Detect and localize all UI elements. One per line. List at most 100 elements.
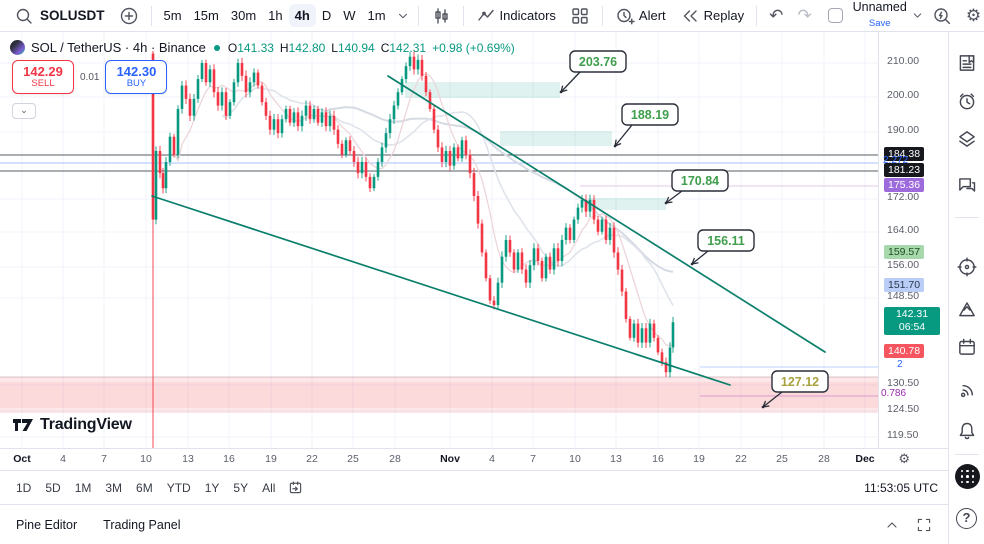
tab-pine-editor[interactable]: Pine Editor	[16, 514, 77, 536]
calendar-icon[interactable]	[956, 336, 978, 358]
price-axis[interactable]: 210.00 200.00 190.00 184.38 181.23 175.36 172.…	[878, 32, 948, 448]
right-sidebar: ?	[948, 32, 984, 544]
quick-search-button[interactable]	[926, 3, 958, 29]
layout-select-button[interactable]	[822, 5, 849, 26]
chart-pane[interactable]: 203.76 188.19 170.84 156.11 127.12 SOL / Tet…	[0, 32, 878, 448]
range-5D[interactable]: 5D	[39, 478, 66, 498]
redo-icon: ↷	[797, 6, 812, 25]
ohlc-H: H142.80	[279, 40, 326, 55]
alert-button[interactable]: Alert	[609, 3, 672, 29]
time-label-10: 10	[140, 453, 152, 465]
goto-date-button[interactable]	[283, 477, 308, 498]
goto-date-icon	[290, 481, 302, 494]
compare-add-button[interactable]	[113, 3, 145, 29]
chevron-down-icon	[398, 13, 407, 18]
time-label-Oct: Oct	[13, 453, 31, 465]
candlestick-chart[interactable]: 203.76 188.19 170.84 156.11 127.12	[0, 32, 878, 448]
timeframe-4h[interactable]: 4h	[288, 4, 316, 27]
indicator-templates-button[interactable]	[564, 3, 596, 29]
tradingview-logo-icon	[13, 419, 33, 431]
ideas-icon[interactable]	[956, 298, 978, 320]
indicators-button[interactable]: Indicators	[470, 3, 562, 29]
ohlc-O: O141.33	[227, 40, 274, 55]
redo-button[interactable]: ↷	[791, 4, 817, 27]
chart-style-button[interactable]	[425, 3, 457, 29]
axis-settings-gear-icon[interactable]: ⚙	[898, 451, 910, 466]
buy-price: 142.30	[116, 64, 157, 80]
legend-title[interactable]: SOL / TetherUS · 4h · Binance	[31, 40, 206, 55]
time-label-4: 4	[489, 453, 495, 465]
undo-button[interactable]: ↶	[763, 4, 789, 27]
price-label-164.00: 164.00	[887, 224, 920, 236]
ohlc-L: L140.94	[331, 40, 375, 55]
streams-icon[interactable]	[956, 380, 978, 402]
time-label-19: 19	[265, 453, 277, 465]
sell-button[interactable]: 142.29 SELL	[12, 60, 74, 94]
buy-button[interactable]: 142.30 BUY	[105, 60, 168, 94]
range-3M[interactable]: 3M	[99, 478, 128, 498]
chevron-down-icon	[913, 13, 922, 18]
timeframe-menu-button[interactable]	[394, 6, 412, 26]
undo-icon: ↶	[769, 6, 784, 25]
timeframe-1h[interactable]: 1h	[262, 4, 288, 27]
price-label-172.00: 172.00	[887, 191, 920, 203]
notifications-bell-icon[interactable]	[956, 420, 978, 442]
apps-grid-icon[interactable]	[955, 464, 980, 489]
sidebar-divider	[955, 454, 979, 455]
price-label-130.50: 130.50	[887, 377, 920, 389]
time-label-Nov: Nov	[440, 453, 460, 465]
range-YTD[interactable]: YTD	[161, 478, 197, 498]
range-6M[interactable]: 6M	[130, 478, 159, 498]
range-1D[interactable]: 1D	[10, 478, 37, 498]
timeframe-W[interactable]: W	[337, 4, 361, 27]
timeframe-30m[interactable]: 30m	[225, 4, 262, 27]
bottom-panel: Pine Editor Trading Panel	[0, 504, 948, 544]
chart-settings-button[interactable]: ⚙	[960, 4, 984, 27]
utc-clock[interactable]: 11:53:05 UTC	[864, 480, 938, 495]
layers-icon[interactable]	[956, 128, 978, 150]
layout-name-button[interactable]: Unnamed Save	[851, 1, 909, 29]
help-icon[interactable]: ?	[956, 508, 977, 529]
range-5Y[interactable]: 5Y	[227, 478, 254, 498]
range-All[interactable]: All	[256, 478, 281, 498]
range-1M[interactable]: 1M	[69, 478, 98, 498]
legend-collapse-button[interactable]: ⌄	[12, 103, 36, 119]
alert-label: Alert	[638, 8, 666, 23]
buy-label: BUY	[126, 77, 147, 89]
replay-label: Replay	[703, 8, 745, 23]
tab-trading-panel[interactable]: Trading Panel	[103, 514, 180, 536]
timeframe-5m[interactable]: 5m	[158, 4, 188, 27]
scope-icon[interactable]	[956, 256, 978, 278]
time-label-22: 22	[735, 453, 747, 465]
replay-button[interactable]: Replay	[674, 3, 750, 29]
spread-value: 0.01	[80, 71, 100, 83]
save-label: Save	[868, 18, 891, 30]
time-label-16: 16	[223, 453, 235, 465]
top-toolbar: SOLUSDT 5m 15m 30m 1h 4h D W 1m Indicators Aler…	[0, 0, 984, 32]
chart-legend[interactable]: SOL / TetherUS · 4h · Binance O141.33 H14…	[10, 40, 515, 55]
watchlist-icon[interactable]	[956, 52, 978, 74]
symbol-search-button[interactable]: SOLUSDT	[8, 3, 111, 29]
price-label-151.70: 151.70	[884, 278, 925, 292]
timeframe-1m[interactable]: 1m	[361, 4, 391, 27]
chat-icon[interactable]	[956, 174, 978, 196]
price-label-142.31: 142.31 06:54	[884, 307, 940, 336]
search-icon	[16, 8, 32, 24]
time-label-25: 25	[347, 453, 359, 465]
time-axis[interactable]: ⚙ Oct 4 7 10 13 16 19 22 25 28 Nov 4 7 10 13 16 19 22 25 28…	[0, 448, 948, 470]
ohlc-values: O141.33 H142.80 L140.94 C142.31	[228, 41, 426, 55]
panel-expand-chevron-icon[interactable]	[884, 517, 900, 533]
alert-clock-icon	[617, 8, 635, 24]
timeframe-D[interactable]: D	[316, 4, 337, 27]
time-label-7: 7	[101, 453, 107, 465]
alerts-clock-icon[interactable]	[956, 90, 978, 112]
market-open-dot	[213, 44, 220, 51]
layout-menu-button[interactable]	[911, 6, 924, 25]
timeframe-15m[interactable]: 15m	[188, 4, 225, 27]
price-label-148.50: 148.50	[887, 290, 920, 302]
range-1Y[interactable]: 1Y	[199, 478, 226, 498]
fib-level-label: 0.786	[881, 388, 907, 399]
toolbar-separator	[756, 5, 758, 26]
price-label-210.00: 210.00	[887, 55, 920, 67]
panel-fullscreen-icon[interactable]	[916, 517, 932, 533]
